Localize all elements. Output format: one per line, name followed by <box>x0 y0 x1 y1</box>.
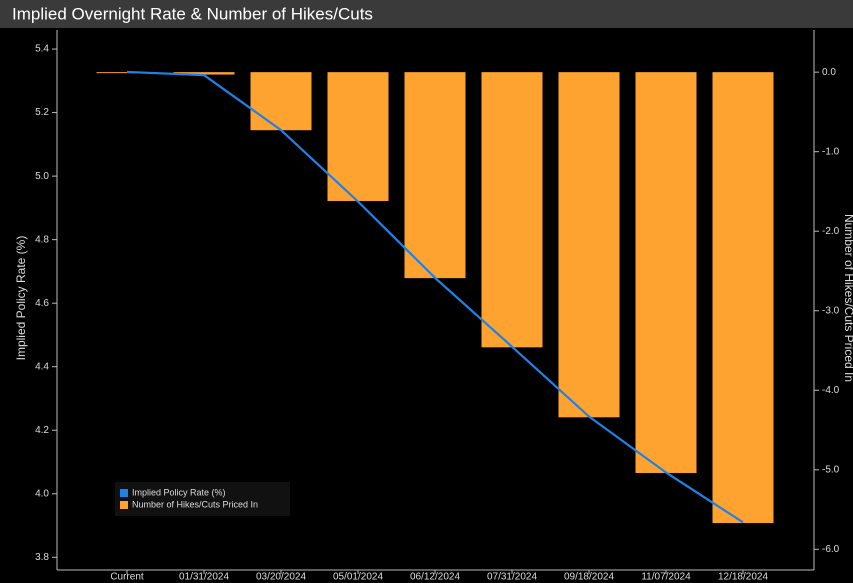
y-tick-label: 4.6 <box>35 298 49 309</box>
y2-tick-label: -1.0 <box>822 146 840 157</box>
y2-tick-label: -6.0 <box>822 544 840 555</box>
line <box>126 70 744 524</box>
legend-swatch <box>120 489 128 497</box>
legend-label: Number of Hikes/Cuts Priced In <box>132 499 258 509</box>
y-tick-label: 5.2 <box>35 107 49 118</box>
x-tick-label: 03/20/2024 <box>256 572 306 583</box>
y-tick-label: 4.8 <box>35 234 49 245</box>
bar <box>173 72 235 75</box>
x-tick-label: 01/31/2024 <box>179 572 229 583</box>
x-tick-label: 09/18/2024 <box>564 572 614 583</box>
title-bar <box>0 0 853 28</box>
bar <box>250 72 312 131</box>
x-tick-label: 05/01/2024 <box>333 572 383 583</box>
legend-swatch <box>120 501 128 509</box>
y2-tick-label: -4.0 <box>822 385 840 396</box>
y-tick-label: 5.0 <box>35 171 49 182</box>
y2-tick-label: -3.0 <box>822 305 840 316</box>
x-tick-label: 11/07/2024 <box>641 572 691 583</box>
y2-tick-label: -5.0 <box>822 464 840 475</box>
bar <box>481 72 543 348</box>
y-tick-label: 3.8 <box>35 552 49 563</box>
y-tick-label: 4.4 <box>35 361 49 372</box>
bar <box>558 72 620 418</box>
y2-tick-label: 0.0 <box>822 67 836 78</box>
y2-tick-label: -2.0 <box>822 226 840 237</box>
x-tick-label: 06/12/2024 <box>410 572 460 583</box>
chart-title: Implied Overnight Rate & Number of Hikes… <box>12 4 373 23</box>
legend-label: Implied Policy Rate (%) <box>132 487 226 497</box>
x-tick-label: 12/18/2024 <box>718 572 768 583</box>
y2-axis-label: Number of Hikes/Cuts Priced In <box>842 214 853 382</box>
bar <box>327 72 389 201</box>
legend-box <box>115 482 290 516</box>
y-tick-label: 4.0 <box>35 488 49 499</box>
x-tick-label: 07/31/2024 <box>487 572 537 583</box>
y-axis-label: Implied Policy Rate (%) <box>14 236 28 361</box>
bar <box>404 72 466 279</box>
bar <box>712 72 774 524</box>
bar <box>635 72 697 473</box>
y-tick-label: 4.2 <box>35 425 49 436</box>
y-tick-label: 5.4 <box>35 44 49 55</box>
x-tick-label: Current <box>110 572 144 583</box>
